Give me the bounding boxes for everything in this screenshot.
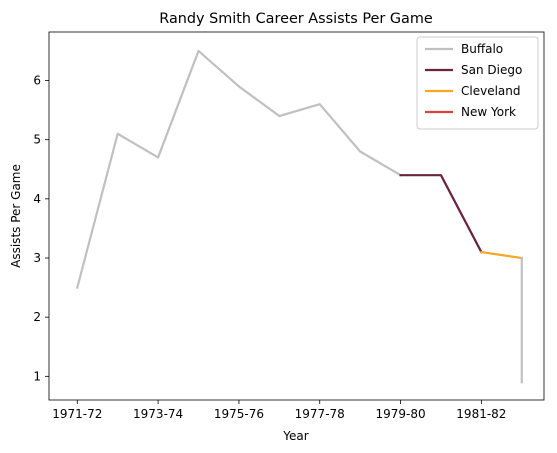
series-line-cleveland	[480, 250, 524, 260]
y-tick-label: 1	[33, 369, 41, 383]
legend-label-buffalo: Buffalo	[461, 42, 503, 56]
chart-title: Randy Smith Career Assists Per Game	[159, 11, 433, 27]
plot-lines	[75, 49, 524, 384]
x-tick-label: 1979-80	[375, 407, 425, 421]
legend-box	[416, 36, 539, 130]
x-tick-label: 1981-82	[456, 407, 506, 421]
x-axis-label: Year	[282, 429, 308, 443]
y-axis-label: Assists Per Game	[9, 164, 23, 268]
y-axis-ticks: 1 2 3 4 5 6	[33, 74, 49, 383]
y-tick-label: 3	[33, 251, 41, 265]
y-tick-label: 5	[33, 133, 41, 147]
y-tick-label: 4	[33, 192, 41, 206]
y-tick-label: 2	[33, 310, 41, 324]
plot-frame	[48, 31, 545, 401]
y-tick-label: 6	[33, 74, 41, 88]
series-line-buffalo	[75, 49, 403, 289]
legend-label-cleveland: Cleveland	[461, 84, 521, 98]
x-axis-ticks: 1971-72 1973-74 1975-76 1977-78 1979-80 1981-…	[52, 400, 506, 421]
x-tick-label: 1973-74	[133, 407, 183, 421]
legend-label-new-york: New York	[461, 105, 516, 119]
series-line-san-diego	[399, 174, 483, 254]
legend: Buffalo San Diego Cleveland New York	[416, 36, 539, 130]
x-tick-label: 1977-78	[295, 407, 345, 421]
legend-label-san-diego: San Diego	[461, 63, 522, 77]
x-tick-label: 1971-72	[52, 407, 102, 421]
x-tick-label: 1975-76	[214, 407, 264, 421]
